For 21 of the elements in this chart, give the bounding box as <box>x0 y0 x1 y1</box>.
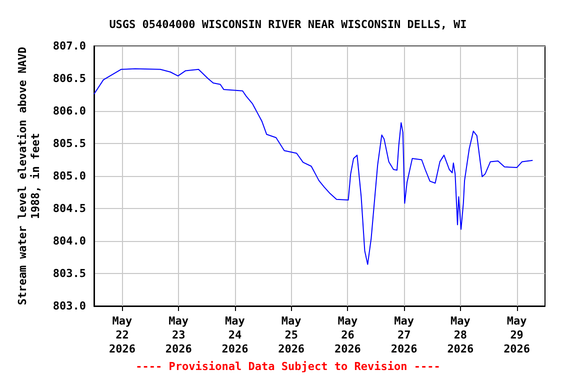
text: ---- Provisional Data Subject to Revision ---- <box>136 360 440 373</box>
chart-title: USGS 05404000 WISCONSIN RIVER NEAR WISCONSIN DELLS, WI <box>109 18 467 31</box>
x-tick-label: May 25 2026 <box>278 314 305 356</box>
y-tick-label: 807.0 <box>52 40 86 52</box>
y-tick-label: 803.0 <box>52 300 86 312</box>
y-axis-title: Stream water level elevation above NAVD 1988, in feet <box>16 46 42 306</box>
y-tick-label: 804.0 <box>52 234 86 248</box>
y-tick-label: 806.5 <box>52 72 86 85</box>
y-tick-label: 805.5 <box>52 137 86 150</box>
x-tick-label: May 27 2026 <box>390 314 418 356</box>
x-tick-label: May 24 2026 <box>222 314 249 356</box>
x-tick-label: May 28 2026 <box>447 314 474 356</box>
x-tick-label: May 23 2026 <box>165 314 192 356</box>
y-tick-label: 806.0 <box>52 104 86 118</box>
line-series <box>94 68 534 265</box>
x-tick-label: May 29 2026 <box>504 314 530 356</box>
y-tick-label: 804.5 <box>52 202 86 215</box>
y-tick-label: 803.5 <box>52 267 86 280</box>
y-tick-label: 805.0 <box>52 170 86 182</box>
x-tick-label: May 26 2026 <box>334 314 362 356</box>
x-tick-label: May 22 2026 <box>108 314 136 356</box>
